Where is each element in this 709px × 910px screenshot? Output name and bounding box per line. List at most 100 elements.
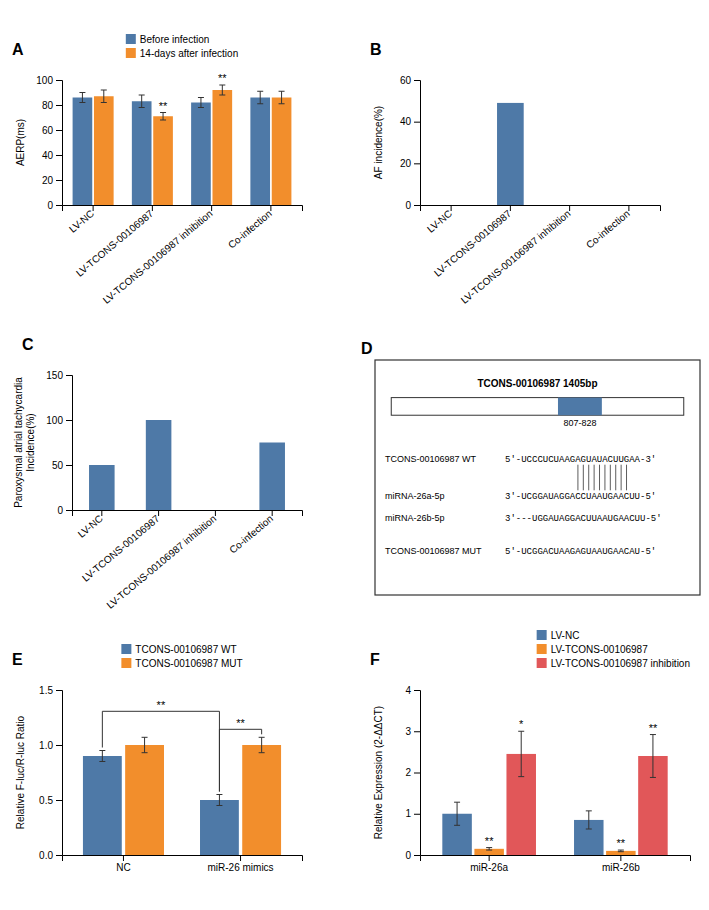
x-axis: LV-NCLV-TCONS-00106987LV-TCONS-00106987 … (73, 510, 303, 611)
legend-entry: Before infection (126, 34, 210, 45)
error-bar-stem (260, 91, 261, 104)
error-bar-stem (261, 737, 262, 752)
y-tick-mark (66, 465, 72, 466)
y-axis: 0204060 (400, 75, 421, 211)
panel-title: D (361, 340, 373, 357)
lncrna-bar (391, 398, 684, 416)
significance-label: ** (159, 100, 168, 112)
legend: TCONS-00106987 WTTCONS-00106987 MUT (121, 644, 242, 669)
error-bar-cap (586, 810, 592, 811)
error-bar (219, 85, 225, 95)
legend-entry: LV-NC (537, 630, 580, 641)
error-bar-cap (101, 102, 107, 103)
pairing-line (594, 465, 595, 491)
x-tick-label: Co-infection (226, 208, 274, 251)
x-axis: LV-NCLV-TCONS-00106987LV-TCONS-00106987 … (421, 205, 661, 306)
annotations: **** (159, 72, 228, 112)
bar (89, 465, 115, 510)
y-tick: 0 (57, 505, 72, 516)
y-axis-line (414, 81, 421, 206)
legend: Before infection 14-days after infection (126, 34, 238, 59)
panel-title: F (370, 651, 380, 668)
bar (73, 98, 93, 206)
panel: 050100150LV-NCLV-TCONS-00106987LV-TCONS-… (13, 336, 303, 611)
bar (250, 98, 270, 206)
bar (83, 756, 122, 855)
x-tick: NC (116, 855, 130, 873)
y-tick-label: 3 (405, 726, 411, 737)
error-bar (586, 811, 592, 829)
bar (153, 116, 173, 205)
bar (259, 443, 285, 511)
error-bar-stem (103, 90, 104, 103)
legend-label: LV-NC (551, 630, 580, 641)
y-tick: 60 (42, 125, 62, 136)
y-tick: 20 (400, 158, 420, 169)
bar (200, 800, 239, 855)
error-bar-cap (101, 90, 107, 91)
error-bar-cap (142, 752, 148, 753)
legend-swatch (537, 644, 547, 654)
y-axis-line (56, 81, 63, 206)
legend-entry: LV-TCONS-00106987 inhibition (537, 658, 690, 669)
y-axis-line (56, 691, 63, 856)
error-bar-cap (257, 91, 263, 92)
y-tick: 80 (42, 100, 62, 111)
y-tick-mark (414, 814, 420, 815)
error-bar-cap (198, 97, 204, 98)
error-bar-cap (139, 107, 145, 108)
y-tick-mark (56, 800, 62, 801)
y-tick-label: 4 (405, 685, 411, 696)
x-tick: LV-TCONS-00106987 inhibition (101, 205, 215, 306)
y-tick: 100 (36, 75, 62, 86)
error-bar-cap (139, 95, 145, 96)
y-tick: 0.0 (39, 850, 62, 861)
significance-label: ** (485, 835, 494, 847)
y-tick-mark (414, 690, 420, 691)
error-bar-cap (618, 850, 624, 851)
legend-entry: LV-TCONS-00106987 (537, 644, 649, 655)
legend-label: 14-days after infection (140, 48, 238, 59)
pairing-line (621, 465, 622, 491)
error-bar (101, 90, 107, 103)
legend: LV-NC LV-TCONS-00106987 LV-TCONS-00106987 … (537, 630, 690, 669)
y-tick-label: 20 (42, 175, 54, 186)
y-tick-label: 1.5 (39, 685, 53, 696)
x-tick: LV-TCONS-00106987 inhibition (459, 205, 573, 306)
error-bar-stem (144, 737, 145, 752)
x-tick-label: LV-NC (76, 513, 105, 540)
x-tick-mark (158, 510, 159, 516)
error-bar-cap (650, 777, 656, 778)
error-bar-stem (521, 731, 522, 776)
y-axis-title: Paroxysmal atrial tachycardiaIncidence(%… (13, 377, 36, 508)
bar (212, 90, 232, 205)
x-tick-label: LV-TCONS-00106987 inhibition (101, 208, 215, 306)
x-axis: miR-26amiR-26b (421, 855, 691, 873)
panel-title: C (22, 336, 34, 353)
bar (146, 420, 172, 510)
legend-entry: 14-days after infection (126, 48, 238, 59)
bar (606, 851, 636, 855)
x-tick-label: LV-TCONS-00106987 inhibition (459, 208, 573, 306)
y-tick-mark (414, 163, 420, 164)
legend-label: LV-TCONS-00106987 inhibition (551, 658, 690, 669)
error-bar-stem (200, 98, 201, 108)
sequence-name: miRNA-26a-5p (385, 491, 445, 501)
legend-swatch (126, 48, 136, 58)
y-tick-label: 60 (400, 75, 412, 86)
y-tick-mark (414, 122, 420, 123)
error-bar-cap (259, 737, 265, 738)
legend-entry: TCONS-00106987 MUT (121, 658, 242, 669)
marks (83, 737, 281, 855)
y-axis: 050100150 (46, 370, 72, 516)
x-tick-label: Co-infection (227, 513, 275, 556)
error-bar (518, 731, 524, 776)
pairing-line (615, 465, 616, 491)
y-tick-label: 0 (57, 505, 63, 516)
x-axis: LV-NCLV-TCONS-00106987LV-TCONS-00106987 … (63, 205, 303, 306)
x-tick-label: miR-26a (470, 862, 508, 873)
error-bar-cap (586, 829, 592, 830)
x-tick-mark (628, 205, 629, 211)
x-tick: Co-infection (226, 205, 274, 251)
x-tick-mark (569, 205, 570, 211)
